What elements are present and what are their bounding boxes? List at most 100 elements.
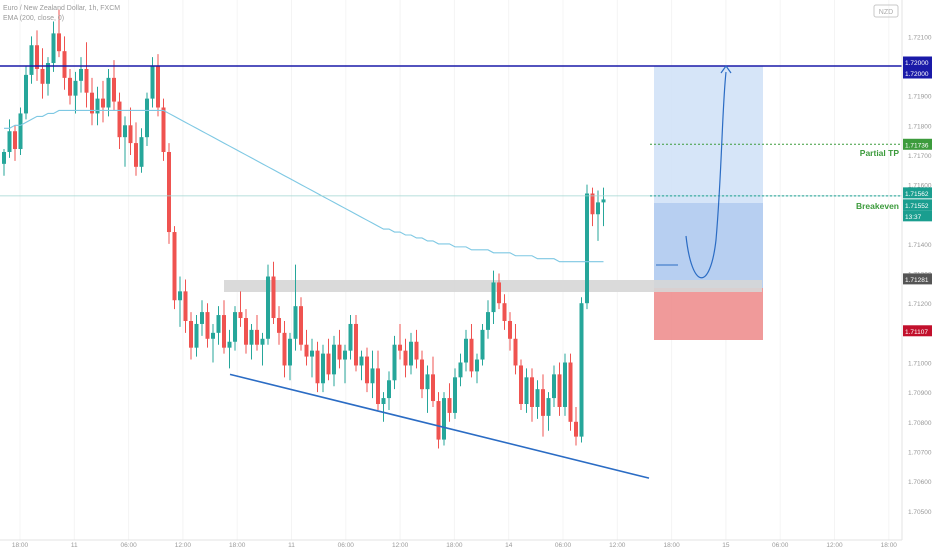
candle bbox=[365, 356, 369, 384]
current-price-label: 1.71552 bbox=[905, 203, 929, 210]
candle bbox=[398, 344, 402, 351]
candle bbox=[431, 374, 435, 402]
candle bbox=[535, 389, 540, 407]
candle bbox=[167, 151, 171, 233]
resistance-price-label-2-bg bbox=[903, 67, 932, 79]
symbol-title[interactable]: Euro / New Zealand Dollar, 1h, FXCM bbox=[3, 5, 120, 12]
time-label: 12:00 bbox=[175, 542, 192, 549]
candle bbox=[546, 398, 551, 416]
price-tick-label: 1.71600 bbox=[908, 183, 932, 190]
candle bbox=[68, 77, 72, 96]
candle bbox=[84, 68, 89, 93]
candle bbox=[24, 74, 28, 114]
breakeven-annotation: Breakeven bbox=[856, 201, 899, 211]
price-axis[interactable]: 1.72100 1.72000 1.71900 1.71800 1.71700 1.716… bbox=[901, 0, 932, 540]
candle bbox=[519, 365, 523, 405]
time-label: 06:00 bbox=[120, 542, 137, 549]
candle bbox=[101, 98, 105, 108]
candle bbox=[249, 329, 254, 345]
zone-price-label-bg bbox=[903, 273, 932, 285]
candle bbox=[464, 338, 468, 363]
price-tick-label: 1.70500 bbox=[908, 509, 932, 516]
candle bbox=[392, 344, 397, 381]
candle bbox=[513, 338, 518, 366]
candle bbox=[491, 282, 496, 313]
candle bbox=[530, 377, 534, 407]
candle bbox=[222, 315, 226, 348]
candle bbox=[376, 368, 380, 405]
candle bbox=[354, 323, 358, 366]
projection-curve bbox=[685, 71, 727, 279]
candle bbox=[183, 291, 188, 321]
time-axis[interactable]: 18:00 11 06:00 12:00 18:00 11 06:00 12:00 18:00 1… bbox=[0, 539, 902, 549]
candle bbox=[568, 362, 573, 422]
candle bbox=[46, 63, 50, 84]
candle bbox=[381, 398, 386, 405]
resistance-price-label: 1.72000 bbox=[905, 60, 929, 67]
candle bbox=[134, 143, 138, 167]
time-label: 06:00 bbox=[338, 542, 355, 549]
candle bbox=[425, 374, 430, 390]
candle bbox=[348, 323, 353, 351]
candle bbox=[13, 131, 17, 150]
candle bbox=[370, 368, 375, 384]
candle bbox=[205, 312, 210, 339]
stop-price-label-bg bbox=[903, 325, 932, 337]
descending-trendline[interactable] bbox=[229, 373, 650, 479]
candle bbox=[574, 421, 578, 437]
entry-price-label: 1.71562 bbox=[905, 191, 929, 198]
currency-badge-box bbox=[873, 4, 899, 18]
time-label: 14 bbox=[505, 542, 513, 549]
candle bbox=[57, 33, 61, 52]
candle bbox=[409, 341, 413, 366]
countdown-label-bg bbox=[903, 210, 932, 222]
candle bbox=[238, 312, 243, 319]
candle bbox=[486, 312, 490, 330]
candle bbox=[590, 193, 595, 215]
candle bbox=[497, 282, 501, 304]
candle bbox=[585, 193, 589, 304]
candle bbox=[579, 303, 584, 437]
countdown-label: 13:37 bbox=[905, 214, 922, 221]
profit-zone-filled bbox=[654, 203, 763, 288]
price-tick-label: 1.71400 bbox=[908, 242, 932, 249]
entry-price-label-bg bbox=[903, 187, 932, 199]
candle bbox=[51, 33, 56, 64]
candle bbox=[458, 362, 463, 378]
time-label: 11 bbox=[288, 542, 295, 549]
candle bbox=[150, 66, 155, 99]
candle bbox=[172, 232, 177, 301]
candle bbox=[161, 107, 166, 152]
indicator-legend[interactable]: EMA (200, close, 0) bbox=[3, 15, 64, 22]
price-tick-label: 1.70700 bbox=[908, 449, 932, 456]
candle bbox=[40, 68, 45, 84]
candle bbox=[211, 332, 215, 339]
candle bbox=[233, 312, 237, 342]
candle bbox=[260, 338, 265, 345]
candle bbox=[255, 329, 259, 345]
candle bbox=[128, 125, 133, 144]
candle bbox=[359, 356, 364, 366]
candle bbox=[189, 320, 193, 348]
candle bbox=[18, 113, 23, 150]
candle bbox=[299, 306, 303, 345]
price-tick-label: 1.70800 bbox=[908, 420, 932, 427]
time-label: 11 bbox=[71, 542, 78, 549]
partial-tp-price-label-bg bbox=[903, 138, 932, 150]
candle bbox=[337, 344, 342, 360]
time-label: 18:00 bbox=[12, 542, 29, 549]
candle bbox=[414, 341, 419, 360]
candle bbox=[194, 323, 199, 348]
candle bbox=[508, 320, 512, 339]
candle bbox=[541, 389, 545, 416]
price-tick-label: 1.71700 bbox=[908, 153, 932, 160]
candle bbox=[387, 380, 391, 399]
candle bbox=[178, 291, 182, 301]
candle bbox=[200, 312, 204, 324]
resistance-price-label-2: 1.72000 bbox=[905, 71, 929, 78]
candle bbox=[271, 276, 276, 319]
stop-price-label: 1.71107 bbox=[905, 329, 928, 336]
